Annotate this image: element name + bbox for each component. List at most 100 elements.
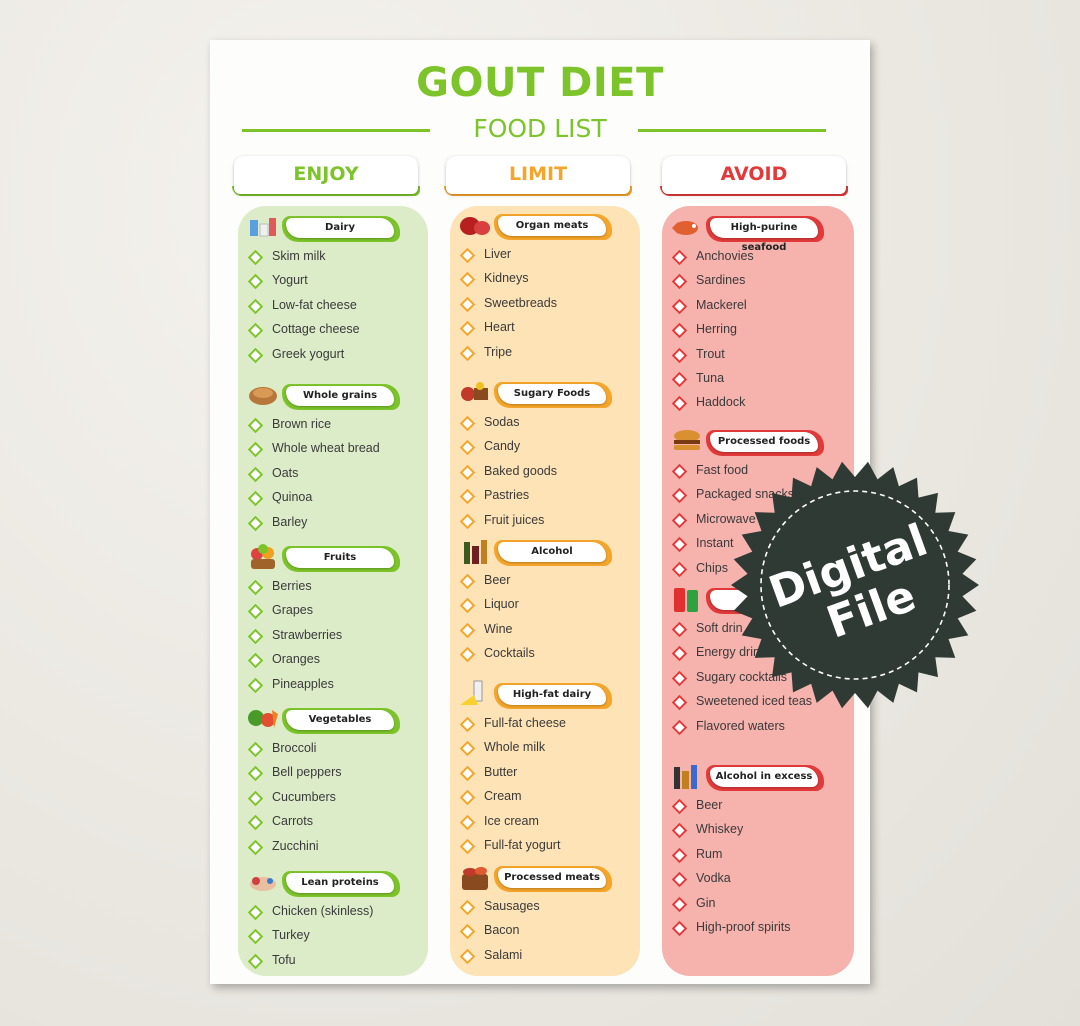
category-title: Whole grains — [286, 386, 394, 406]
diamond-bullet-icon — [671, 798, 688, 815]
bread-icon — [249, 387, 277, 405]
category-title: Vegetables — [286, 710, 394, 730]
enjoy-header: ENJOY — [232, 156, 424, 198]
category-title: Fruits — [286, 548, 394, 568]
organ-meat-icon — [460, 217, 490, 235]
item-label: Salami — [484, 947, 523, 962]
diamond-bullet-icon — [671, 871, 688, 888]
item-label: Wine — [484, 621, 513, 636]
dairy-icon — [250, 218, 276, 237]
diamond-bullet-icon — [459, 320, 476, 337]
item-label: Full-fat yogurt — [484, 838, 561, 852]
vegetables-icon — [248, 710, 278, 728]
badge-seal-icon: Digital File — [731, 461, 979, 709]
diamond-bullet-icon — [671, 561, 688, 577]
item-label: Fast food — [696, 463, 749, 477]
item-label: Whiskey — [696, 822, 744, 837]
diamond-bullet-icon — [247, 298, 264, 315]
diamond-bullet-icon — [247, 322, 264, 339]
digital-file-badge: Digital File — [730, 460, 980, 710]
diamond-bullet-icon — [671, 298, 688, 315]
item-label: Candy — [484, 439, 521, 454]
diamond-bullet-icon — [671, 347, 688, 363]
item-label: Soft drin — [696, 621, 743, 635]
diamond-bullet-icon — [459, 573, 476, 590]
item-label: Whole milk — [484, 740, 546, 755]
diamond-bullet-icon — [459, 513, 476, 529]
item-label: Ice cream — [484, 813, 539, 828]
page-subtitle: FOOD LIST — [473, 114, 607, 143]
item-label: Chicken (skinless) — [272, 904, 374, 918]
item-label: Zucchini — [272, 838, 319, 853]
item-label: Anchovies — [696, 249, 754, 263]
item-label: Sweetbreads — [484, 295, 557, 310]
diamond-bullet-icon — [671, 920, 688, 937]
enjoy-label: ENJOY — [293, 163, 359, 185]
item-label: Rum — [696, 846, 723, 861]
diamond-bullet-icon — [459, 646, 476, 663]
item-label: Cocktails — [484, 646, 535, 661]
item-label: Gin — [696, 895, 716, 910]
item-label: Heart — [484, 320, 515, 335]
diamond-bullet-icon — [247, 790, 264, 807]
fruit-basket-icon — [251, 544, 275, 569]
item-label: Sugary cocktails — [696, 669, 788, 684]
diamond-bullet-icon — [671, 396, 688, 412]
liquor-bottles-icon — [674, 765, 697, 789]
diamond-bullet-icon — [247, 628, 264, 645]
diamond-bullet-icon — [671, 512, 688, 529]
item-label: Kidneys — [484, 271, 529, 286]
diamond-bullet-icon — [671, 536, 688, 553]
diamond-bullet-icon — [247, 249, 264, 266]
diamond-bullet-icon — [247, 766, 264, 782]
soda-cans-icon — [674, 588, 698, 612]
category-title: Sugary Foods — [498, 384, 606, 404]
diamond-bullet-icon — [459, 716, 476, 733]
item-label: Full-fat cheese — [484, 716, 566, 730]
diamond-bullet-icon — [671, 463, 688, 480]
diamond-bullet-icon — [671, 621, 688, 638]
cheese-milk-icon — [460, 680, 483, 705]
category-title: Alcohol — [498, 542, 606, 562]
subtitle-rule-left — [242, 129, 430, 132]
diamond-bullet-icon — [671, 670, 688, 687]
item-label: Cucumbers — [272, 789, 336, 804]
item-label: Beer — [484, 573, 511, 587]
diamond-bullet-icon — [459, 622, 476, 639]
item-label: Bell peppers — [272, 765, 342, 780]
gout-diet-sheet: GOUT DIET FOOD LIST ENJOY LIMIT AVOID Da… — [210, 40, 870, 984]
item-label: Liver — [484, 247, 512, 261]
enjoy-panel: Dairy Skim milk Yogurt Low-fat cheese Cottag… — [238, 206, 428, 976]
item-label: Butter — [484, 764, 518, 779]
diamond-bullet-icon — [459, 247, 476, 264]
category-title: Alcohol in excess — [710, 767, 818, 787]
item-label: Fruit juices — [484, 512, 545, 527]
diamond-bullet-icon — [247, 417, 264, 434]
diamond-bullet-icon — [671, 274, 688, 290]
diamond-bullet-icon — [459, 765, 476, 782]
item-label: Turkey — [272, 928, 310, 943]
item-label: Grapes — [272, 603, 313, 618]
diamond-bullet-icon — [671, 719, 688, 735]
diamond-bullet-icon — [459, 838, 476, 855]
diamond-bullet-icon — [671, 646, 688, 662]
item-label: Haddock — [696, 395, 746, 410]
diamond-bullet-icon — [247, 490, 264, 507]
category-title: Dairy — [286, 218, 394, 238]
diamond-bullet-icon — [247, 929, 264, 945]
diamond-bullet-icon — [671, 371, 688, 388]
item-label: Sausages — [484, 899, 540, 913]
category-title: Processed meats — [498, 868, 606, 888]
item-label: Carrots — [272, 814, 313, 829]
limit-label: LIMIT — [508, 163, 568, 185]
sweets-icon — [461, 382, 488, 401]
item-label: Quinoa — [272, 490, 313, 505]
diamond-bullet-icon — [459, 948, 476, 965]
diamond-bullet-icon — [459, 415, 476, 432]
item-label: Trout — [696, 346, 725, 361]
avoid-header: AVOID — [660, 156, 852, 198]
category-title: Lean proteins — [286, 873, 394, 893]
item-label: Flavored waters — [696, 718, 785, 733]
category-title: High-purine seafood — [710, 218, 818, 253]
bottles-icon — [464, 540, 487, 564]
